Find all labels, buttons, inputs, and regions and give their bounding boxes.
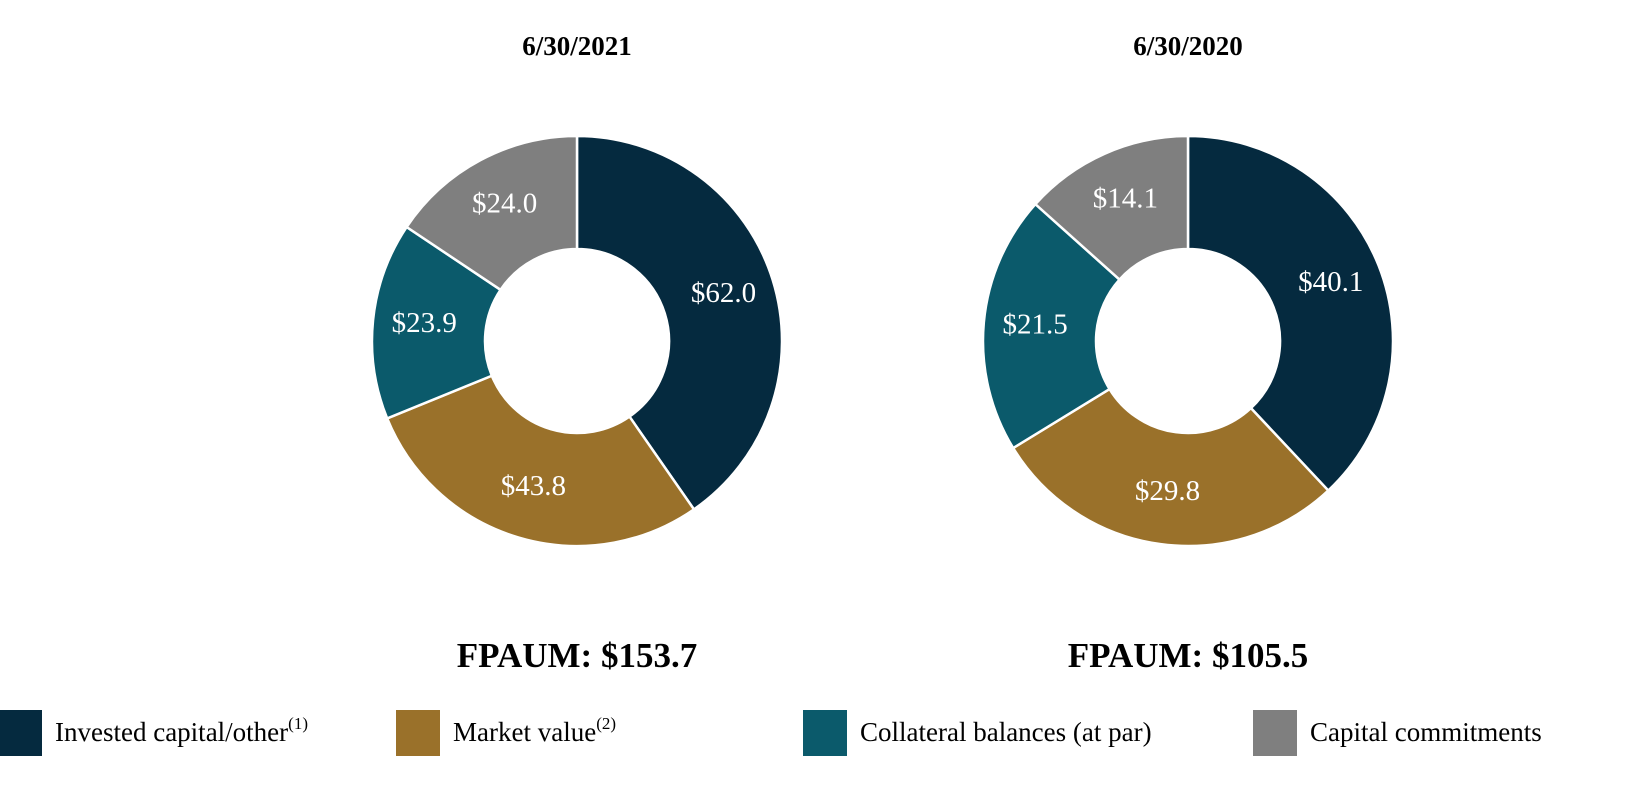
total-label: FPAUM: $105.5 [1068,636,1308,675]
slice [1033,134,1190,282]
slice [575,134,784,512]
legend-swatch [803,710,847,756]
legend-note: (2) [596,714,616,733]
slice [981,202,1122,450]
legend-swatch [396,710,440,756]
value-label: $62.0 [691,277,756,309]
legend-text: Invested capital/other [55,717,288,747]
value-label: $21.5 [1003,309,1068,341]
value-label: $40.1 [1298,266,1363,298]
value-label: $23.9 [392,307,457,339]
value-label: $24.0 [472,187,537,219]
legend-text: Collateral balances (at par) [860,717,1152,747]
slice [404,134,579,292]
slice [1011,387,1331,548]
slice [370,225,503,421]
legend-label: Collateral balances (at par) [860,717,1152,747]
legend-text: Capital commitments [1310,717,1542,747]
legend-label: Invested capital/other(1) [55,714,308,747]
value-label: $43.8 [501,470,566,502]
legend-text: Market value [453,717,596,747]
value-label: $14.1 [1093,182,1158,214]
chart-title: 6/30/2020 [1133,31,1243,61]
slice [1186,134,1395,493]
total-label: FPAUM: $153.7 [457,636,697,675]
slice [385,374,696,548]
legend-note: (1) [288,714,308,733]
chart-title: 6/30/2021 [522,31,632,61]
legend-label: Capital commitments [1310,717,1542,747]
legend-swatch [1253,710,1297,756]
value-label: $29.8 [1135,475,1200,507]
legend-label: Market value(2) [453,714,616,747]
legend-swatch [0,710,42,756]
